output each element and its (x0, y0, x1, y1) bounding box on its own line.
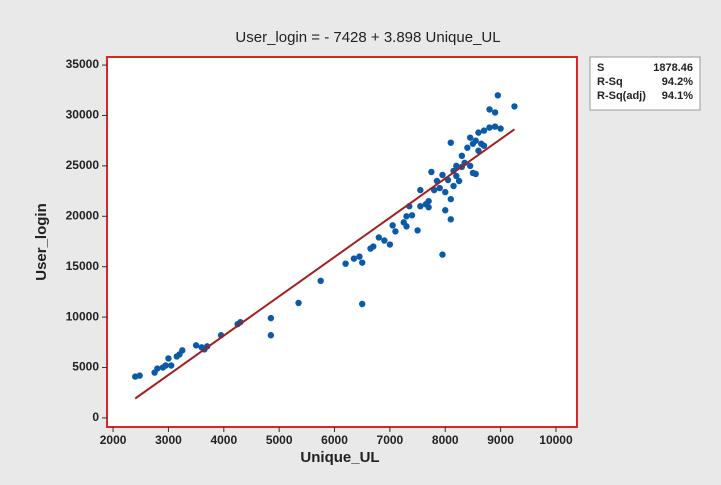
data-point (466, 162, 474, 170)
x-tick-label: 7000 (377, 433, 404, 447)
data-point (154, 365, 161, 372)
x-tick-label: 9000 (487, 433, 514, 447)
data-point (267, 314, 275, 322)
data-point (370, 243, 377, 250)
stat-label: S (597, 62, 604, 74)
data-point (179, 347, 186, 354)
data-point (450, 182, 457, 190)
data-point (436, 184, 443, 192)
data-point (475, 129, 482, 136)
data-point (455, 177, 463, 185)
data-point (458, 152, 466, 160)
y-tick-label: 10000 (66, 309, 100, 323)
plot-area (106, 56, 578, 428)
data-point (472, 170, 479, 178)
data-point (497, 125, 504, 132)
y-tick-label: 5000 (72, 360, 99, 374)
data-point (356, 253, 363, 260)
data-point (511, 103, 518, 110)
stat-label: R-Sq(adj) (597, 90, 646, 102)
data-point (192, 342, 200, 349)
data-point (439, 171, 446, 179)
data-point (417, 186, 424, 194)
stats-box (589, 56, 701, 111)
data-point (439, 251, 446, 258)
data-point (386, 241, 394, 248)
x-axis-label: Unique_UL (300, 449, 379, 466)
data-point (165, 355, 172, 362)
data-point (267, 332, 275, 339)
y-tick-label: 25000 (66, 158, 100, 172)
data-point (466, 134, 474, 141)
data-point (447, 195, 454, 203)
x-tick-label: 6000 (321, 433, 348, 447)
data-point (453, 162, 460, 170)
data-point (168, 362, 175, 369)
x-tick-label: 3000 (155, 433, 182, 447)
data-point (486, 106, 493, 113)
chart-title: User_login = - 7428 + 3.898 Unique_UL (235, 29, 500, 46)
x-tick-label: 5000 (266, 433, 293, 447)
data-point (486, 124, 493, 131)
x-tick-label: 10000 (539, 433, 573, 447)
data-point (295, 299, 302, 307)
data-point (359, 300, 366, 308)
data-point (417, 203, 424, 210)
y-axis-label: User_login (33, 203, 50, 281)
data-point (425, 197, 432, 205)
data-point (494, 92, 502, 99)
data-point (475, 147, 482, 154)
y-tick-label: 35000 (66, 57, 100, 71)
data-point (442, 207, 449, 214)
stat-value: 94.1% (662, 90, 693, 102)
data-point (392, 228, 399, 235)
data-point (408, 212, 416, 219)
stat-value: 1878.46 (653, 62, 693, 74)
data-point (342, 260, 349, 267)
data-point (317, 277, 324, 285)
stat-value: 94.2% (662, 76, 693, 88)
data-point (447, 139, 454, 146)
stat-label: R-Sq (597, 76, 623, 88)
data-point (136, 372, 143, 379)
data-point (425, 204, 432, 211)
y-tick-label: 15000 (66, 259, 100, 273)
data-point (491, 123, 499, 130)
x-tick-label: 8000 (432, 433, 459, 447)
data-point (359, 259, 366, 266)
data-point (464, 144, 471, 151)
y-tick-label: 20000 (66, 208, 100, 222)
data-point (381, 237, 388, 244)
data-point (389, 222, 396, 229)
data-point (162, 362, 169, 369)
data-point (428, 168, 435, 176)
data-point (480, 127, 488, 134)
x-tick-label: 2000 (100, 433, 127, 447)
data-point (491, 109, 499, 116)
data-point (442, 188, 449, 196)
y-tick-label: 0 (92, 410, 99, 424)
data-point (453, 172, 460, 180)
data-point (375, 234, 383, 241)
data-point (414, 227, 421, 234)
x-tick-label: 4000 (210, 433, 237, 447)
fit-line (134, 128, 516, 400)
data-point (403, 213, 410, 220)
data-point (350, 255, 358, 262)
data-point (447, 216, 454, 223)
data-point (403, 223, 410, 230)
y-tick-label: 30000 (66, 108, 100, 122)
data-point (480, 142, 488, 149)
data-point (472, 137, 479, 144)
